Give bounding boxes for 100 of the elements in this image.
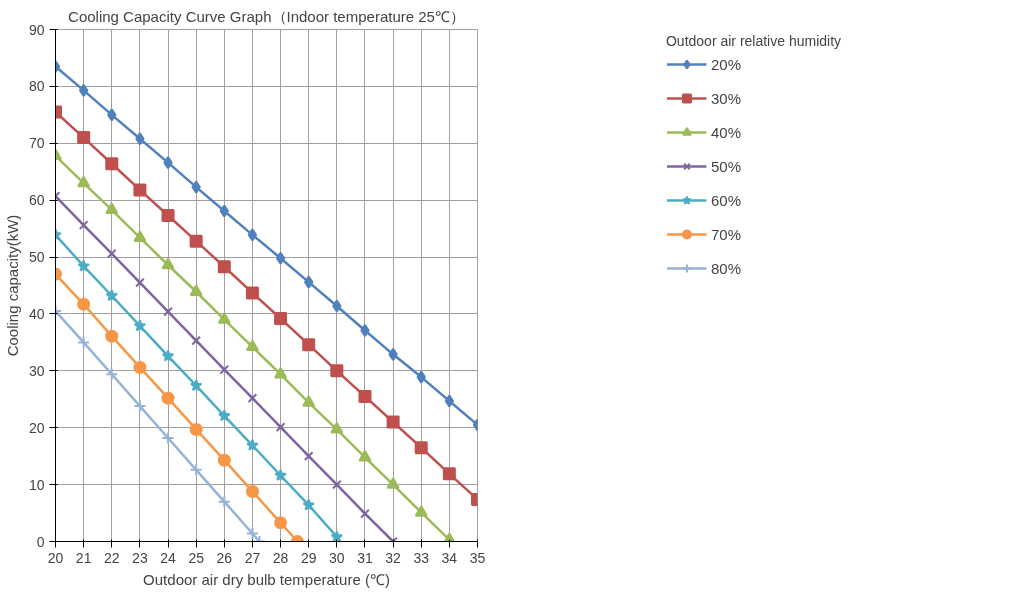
x-tick-label: 33 (413, 549, 430, 566)
point (386, 477, 400, 489)
point (274, 366, 288, 379)
chart-title: Cooling Capacity Curve Graph（Indoor temperature 25℃） (68, 7, 465, 25)
x-tick-label: 30 (329, 549, 345, 566)
point (330, 422, 344, 434)
point (330, 530, 344, 542)
point (360, 323, 370, 337)
x-tick-label: 21 (75, 549, 92, 566)
point (77, 131, 91, 145)
point (217, 495, 231, 509)
y-tick-label: 70 (28, 135, 45, 152)
point (105, 329, 119, 343)
point (133, 183, 147, 197)
point (77, 175, 91, 188)
x-tick-label: 31 (357, 549, 373, 566)
point (416, 370, 426, 384)
y-tick-label: 50 (28, 249, 45, 266)
point (161, 391, 175, 405)
legend-label: 50% (710, 157, 742, 175)
legend-label: 20% (710, 55, 742, 73)
point (189, 379, 203, 392)
point (189, 234, 203, 248)
point (246, 438, 259, 451)
point (133, 319, 147, 332)
point (133, 230, 147, 242)
point (189, 463, 203, 477)
x-tick-label: 23 (132, 549, 148, 566)
point (444, 394, 455, 408)
point (106, 248, 117, 259)
point (161, 431, 175, 445)
point (105, 157, 119, 171)
y-tick-label: 60 (28, 192, 45, 209)
point (414, 441, 428, 455)
x-tick-label: 35 (469, 549, 486, 566)
point (105, 289, 118, 302)
x-tick-label: 22 (103, 549, 120, 566)
point (302, 395, 316, 407)
point (274, 516, 288, 530)
point (247, 228, 258, 242)
point (332, 299, 342, 313)
point (135, 132, 145, 146)
legend-label: 40% (710, 123, 742, 141)
point (331, 479, 342, 490)
x-tick-label: 24 (160, 549, 177, 566)
point (161, 209, 175, 223)
point (358, 449, 372, 462)
point (105, 202, 119, 215)
point (77, 297, 91, 311)
y-tick-label: 10 (28, 476, 45, 493)
point (107, 108, 117, 122)
point (274, 469, 287, 481)
point (245, 286, 259, 300)
point (217, 312, 231, 324)
point (219, 204, 229, 218)
point (442, 467, 456, 481)
point (189, 422, 203, 436)
x-axis-title: Outdoor air dry bulb temperature (℃) (143, 570, 390, 588)
point (217, 453, 231, 467)
point (163, 156, 173, 170)
point (414, 505, 428, 517)
x-tick-label: 34 (441, 549, 458, 566)
point (302, 338, 316, 352)
point (386, 415, 400, 429)
point (303, 451, 314, 462)
x-tick-label: 27 (244, 549, 261, 566)
point (360, 508, 370, 519)
point (105, 367, 119, 381)
y-tick-label: 0 (36, 533, 45, 550)
point (133, 360, 147, 374)
point (275, 422, 286, 433)
legend-title: Outdoor air relative humidity (665, 33, 842, 49)
point (77, 259, 90, 272)
point (219, 364, 230, 375)
y-axis-title: Cooling capacity(kW) (3, 214, 21, 357)
point (330, 364, 344, 378)
point (274, 312, 288, 325)
legend-label: 70% (710, 225, 742, 243)
point (245, 484, 259, 498)
point (133, 399, 147, 413)
point (135, 277, 145, 288)
point (302, 498, 315, 511)
x-tick-label: 25 (188, 549, 205, 566)
point (275, 251, 286, 265)
x-tick-label: 20 (47, 549, 64, 566)
y-tick-label: 20 (28, 419, 45, 436)
point (218, 409, 231, 422)
point (304, 275, 314, 289)
x-tick-label: 28 (272, 549, 289, 566)
y-tick-label: 90 (28, 21, 45, 38)
point (247, 393, 258, 404)
point (189, 284, 203, 296)
point (191, 335, 202, 346)
legend-label: 30% (710, 89, 742, 107)
point (78, 220, 89, 231)
point (161, 349, 175, 362)
point (388, 347, 398, 361)
y-tick-label: 80 (28, 78, 45, 95)
legend-label: 60% (710, 191, 742, 209)
y-tick-label: 30 (28, 362, 45, 379)
